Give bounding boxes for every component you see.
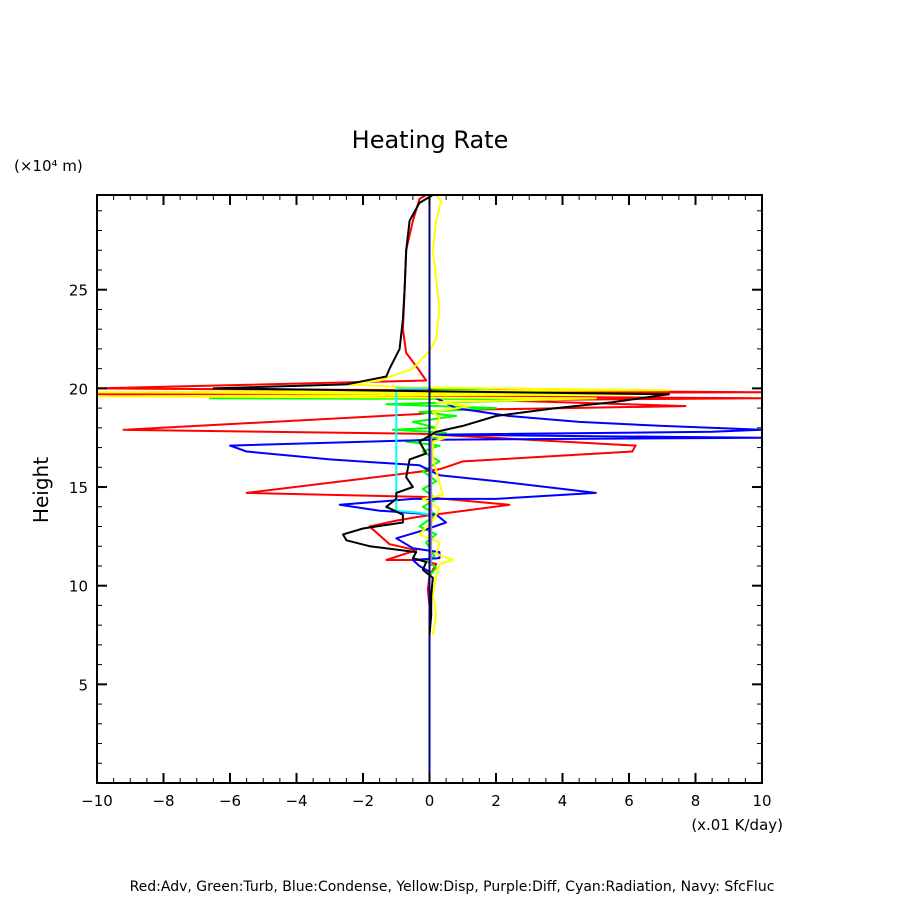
x-tick-label: −8 [152,792,174,810]
x-tick-label: 0 [425,792,435,810]
series-layer [96,194,763,783]
series-line-red [96,194,763,606]
x-tick-label: 4 [558,792,568,810]
y-tick-label: 10 [69,578,88,596]
series-line-total [212,194,670,636]
x-tick-label: 10 [752,792,771,810]
ticks-layer: −10 −8 −6 −4 −2 0 2 4 6 8 10 5 10 15 20 25 [69,195,772,810]
x-tick-label: 8 [691,792,701,810]
chart-title: Heating Rate [352,126,509,154]
series-line-yellow [96,194,670,636]
x-tick-label: −4 [285,792,307,810]
series-line-blue [229,195,763,573]
y-tick-label: 15 [69,479,88,497]
y-tick-label: 20 [69,380,88,398]
y-tick-label: 25 [69,282,88,300]
x-axis-label: (x.01 K/day) [691,816,783,834]
x-tick-label: −6 [219,792,241,810]
x-tick-label: −2 [352,792,374,810]
y-axis-label: Height [29,457,53,523]
x-tick-label: 6 [624,792,634,810]
x-tick-label: −10 [81,792,113,810]
y-tick-label: 5 [78,676,88,694]
x-tick-label: 2 [491,792,501,810]
legend-text: Red:Adv, Green:Turb, Blue:Condense, Yell… [130,879,775,895]
y-unit-label: (×10⁴ m) [14,157,83,175]
